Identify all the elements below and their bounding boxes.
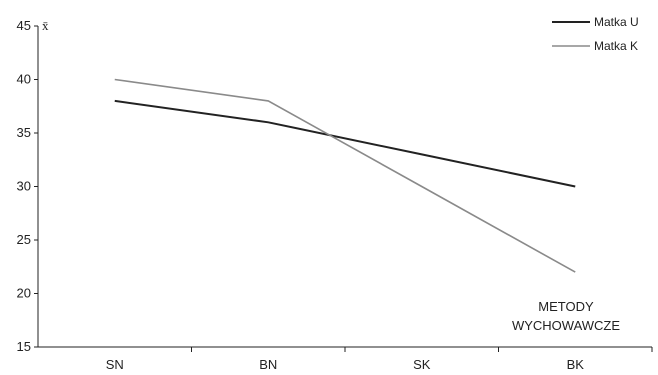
y-axis: 15 20 25 30 35 40 45 <box>17 18 39 354</box>
y-ticks: 15 20 25 30 35 40 45 <box>17 18 38 354</box>
series-layer <box>114 78 576 273</box>
y-tick-label: 45 <box>17 18 31 33</box>
x-ticks: SN BN SK BK <box>106 347 653 372</box>
x-tick-label: BK <box>567 357 585 372</box>
series-line-2 <box>114 78 576 273</box>
y-tick-label: 30 <box>17 179 31 194</box>
annotation-line-1: METODY <box>538 299 594 314</box>
x-axis: SN BN SK BK <box>38 346 653 372</box>
y-tick-label: 40 <box>17 72 31 87</box>
y-tick-label: 15 <box>17 339 31 354</box>
x-tick-label: SN <box>106 357 124 372</box>
x-tick-label: BN <box>259 357 277 372</box>
annotation-line-2: WYCHOWAWCZE <box>512 318 620 333</box>
y-tick-label: 35 <box>17 125 31 140</box>
series-line-1 <box>114 99 576 188</box>
legend-label: Matka K <box>594 39 638 53</box>
y-tick-label: 20 <box>17 286 31 301</box>
legend: Matka U Matka K <box>552 15 639 53</box>
x-tick-label: SK <box>413 357 431 372</box>
y-axis-label: x̄ <box>42 18 49 33</box>
y-tick-label: 25 <box>17 232 31 247</box>
legend-label: Matka U <box>594 15 639 29</box>
